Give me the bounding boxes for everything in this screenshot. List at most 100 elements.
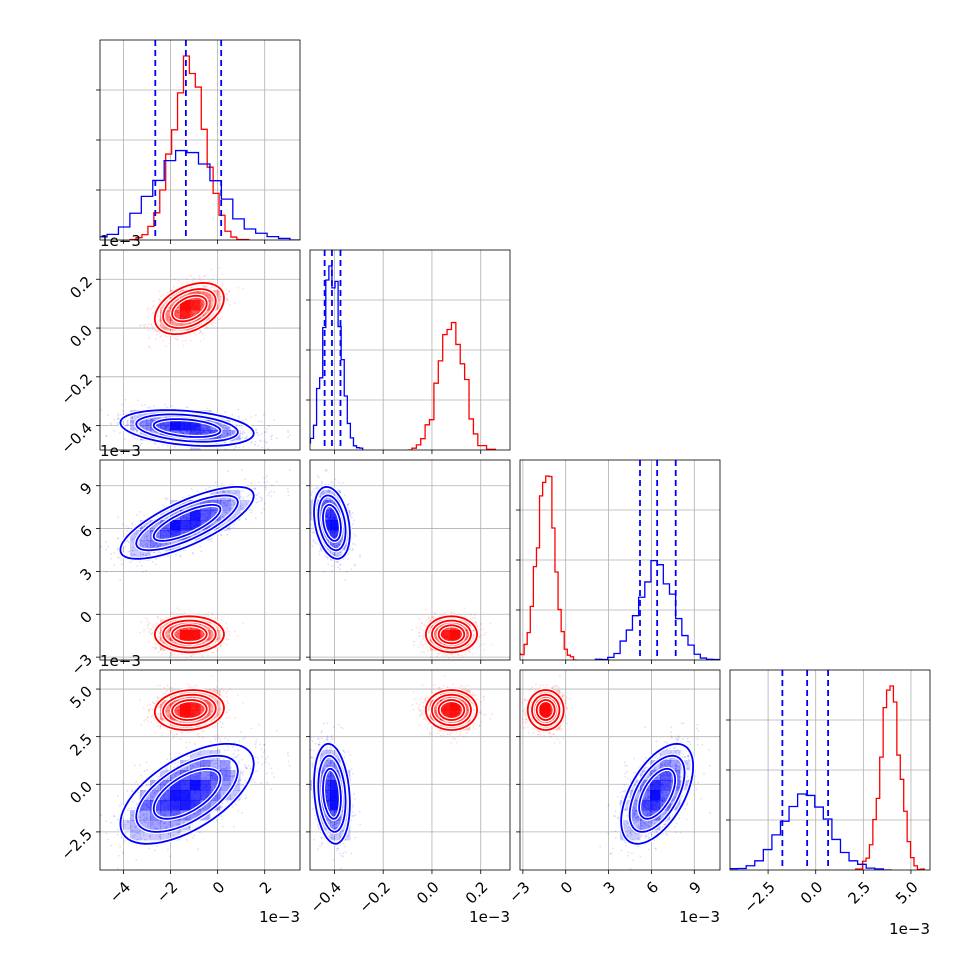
blue-sample-point xyxy=(251,509,253,512)
red-sample-point xyxy=(159,638,161,641)
red-sample-point xyxy=(210,305,213,308)
red-sample-point xyxy=(169,290,171,293)
blue-sample-point xyxy=(135,431,138,433)
blue-sample-point xyxy=(153,543,156,545)
blue-sample-point xyxy=(231,500,234,503)
red-sample-point xyxy=(160,295,162,298)
red-density-cell xyxy=(180,310,191,321)
red-sample-point xyxy=(226,627,229,630)
blue-sample-point xyxy=(160,433,163,436)
blue-sample-point xyxy=(237,408,240,411)
blue-sample-point xyxy=(249,493,252,496)
blue-sample-point xyxy=(234,445,237,448)
blue-sample-point xyxy=(147,422,149,425)
blue-sample-point xyxy=(145,419,148,422)
red-sample-point xyxy=(178,279,181,282)
red-sample-point xyxy=(159,637,162,639)
red-sample-point xyxy=(203,274,205,277)
blue-sample-point xyxy=(159,543,162,546)
blue-sample-point xyxy=(142,425,145,427)
blue-sample-point xyxy=(256,494,259,497)
blue-sample-point xyxy=(149,541,152,544)
red-sample-point xyxy=(225,288,228,291)
red-sample-point xyxy=(162,642,165,644)
blue-sample-point xyxy=(120,559,123,561)
red-sample-point xyxy=(156,621,159,624)
red-sample-point xyxy=(170,654,173,657)
red-sample-point xyxy=(154,644,157,646)
red-sample-point xyxy=(228,638,230,641)
blue-sample-point xyxy=(250,511,253,514)
blue-sample-point xyxy=(267,494,270,497)
red-sample-point xyxy=(215,626,218,628)
blue-sample-point xyxy=(100,545,102,548)
blue-sample-point xyxy=(222,426,224,428)
red-sample-point xyxy=(226,298,229,301)
red-sample-point xyxy=(216,294,219,297)
blue-contour-line xyxy=(135,413,239,443)
red-sample-point xyxy=(173,285,176,288)
blue-sample-point xyxy=(145,534,148,537)
blue-density-cell xyxy=(160,420,171,431)
red-sample-point xyxy=(202,314,205,317)
red-sample-point xyxy=(221,273,224,276)
red-density-cell xyxy=(190,640,201,651)
blue-sample-point xyxy=(176,430,179,433)
blue-sample-point xyxy=(260,420,263,423)
blue-sample-point xyxy=(143,420,146,423)
red-sample-point xyxy=(228,290,230,292)
blue-sample-point xyxy=(286,487,289,490)
blue-sample-point xyxy=(143,433,146,436)
blue-sample-point xyxy=(120,403,123,406)
blue-sample-point xyxy=(230,429,233,432)
blue-density-cell xyxy=(170,420,181,431)
red-sample-point xyxy=(159,317,162,320)
red-sample-point xyxy=(199,330,202,332)
red-sample-point xyxy=(202,315,205,317)
red-sample-point xyxy=(205,294,208,297)
blue-sample-point xyxy=(226,500,229,503)
blue-sample-point xyxy=(237,417,240,419)
red-sample-point xyxy=(147,631,150,634)
blue-sample-point xyxy=(224,411,227,414)
blue-sample-point xyxy=(136,438,139,440)
red-sample-point xyxy=(183,612,186,615)
blue-sample-point xyxy=(116,414,119,417)
blue-sample-point xyxy=(190,487,193,490)
blue-sample-point xyxy=(131,546,134,549)
red-sample-point xyxy=(168,628,171,630)
red-sample-point xyxy=(152,304,155,307)
red-sample-point xyxy=(228,290,231,293)
red-sample-point xyxy=(160,325,162,327)
blue-sample-point xyxy=(223,511,226,514)
red-sample-point xyxy=(166,291,169,294)
blue-sample-point xyxy=(264,431,267,433)
blue-sample-point xyxy=(126,420,129,423)
blue-sample-point xyxy=(175,512,177,514)
blue-sample-point xyxy=(129,553,132,555)
blue-sample-point xyxy=(233,448,236,450)
blue-sample-point xyxy=(145,545,148,548)
red-density-cell xyxy=(170,630,181,641)
blue-sample-point xyxy=(227,426,230,429)
blue-sample-point xyxy=(143,403,146,406)
red-sample-point xyxy=(203,314,205,316)
blue-sample-point xyxy=(221,490,224,493)
red-sample-point xyxy=(170,611,173,614)
blue-sample-point xyxy=(226,502,229,504)
blue-sample-point xyxy=(146,553,148,555)
blue-sample-point xyxy=(131,429,134,431)
red-sample-point xyxy=(207,654,209,657)
red-sample-point xyxy=(165,345,168,348)
red-sample-point xyxy=(155,333,158,336)
blue-sample-point xyxy=(213,427,216,430)
blue-sample-point xyxy=(245,503,248,506)
red-sample-point xyxy=(166,635,169,637)
red-sample-point xyxy=(219,298,221,301)
blue-sample-point xyxy=(127,550,130,553)
blue-sample-point xyxy=(176,431,179,434)
red-sample-point xyxy=(165,317,168,320)
blue-sample-point xyxy=(194,533,196,536)
blue-sample-point xyxy=(233,492,235,495)
blue-sample-point xyxy=(233,523,236,526)
